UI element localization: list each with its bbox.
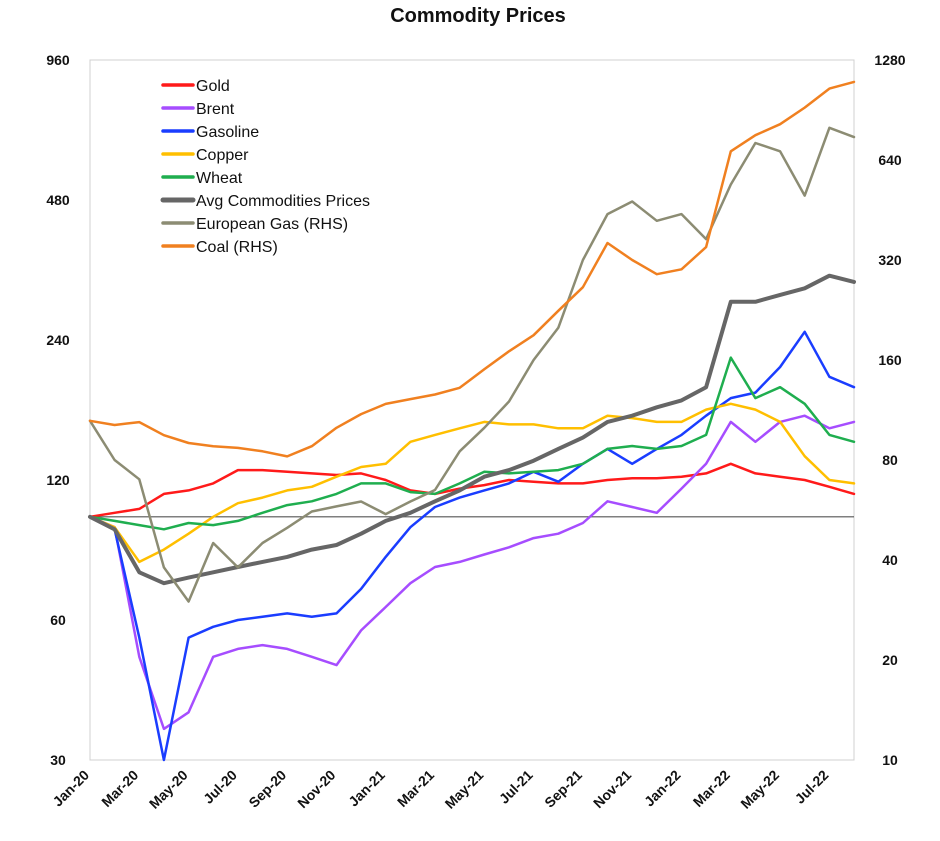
plot-area [89,59,855,761]
x-tick-label: Mar-21 [394,767,437,810]
x-tick-label: Jan-22 [641,767,684,810]
series-line-brent [88,414,856,731]
legend-label: Coal (RHS) [196,239,278,256]
x-tick-label: May-22 [737,767,782,812]
series-line-avg-commodities-prices [88,273,856,586]
legend-label: Gasoline [196,124,259,141]
x-tick-label: Jul-22 [792,767,832,807]
legend-label: Copper [196,147,249,164]
x-tick-label: Jul-20 [200,767,240,807]
left-tick-label: 960 [46,52,70,68]
left-tick-label: 120 [46,472,70,488]
right-tick-label: 20 [882,652,898,668]
left-tick-label: 60 [50,612,66,628]
x-tick-label: Nov-20 [294,767,338,811]
x-tick-label: Nov-21 [590,767,634,811]
legend-label: Brent [196,101,235,118]
x-tick-label: Sep-21 [541,767,585,811]
left-tick-label: 30 [50,752,66,768]
right-tick-label: 320 [878,252,902,268]
x-tick-label: Sep-20 [245,767,289,811]
legend: Gold Brent Gasoline Copper Wheat Avg Commodit… [160,78,370,256]
x-tick-label: Mar-22 [690,767,733,810]
series-line-gold [88,462,856,519]
series-line-coal-rhs [88,80,856,458]
series-layer [88,80,856,762]
right-tick-label: 1280 [874,52,905,68]
x-tick-label: Jan-21 [345,767,388,810]
legend-label: Avg Commodities Prices [196,193,370,210]
x-tick-label: Jul-21 [496,767,536,807]
x-tick-label: May-21 [442,767,487,812]
chart-title: Commodity Prices [390,5,566,27]
right-axis: 10 20 40 80 160 320 640 1280 [874,52,905,768]
legend-label: European Gas (RHS) [196,216,348,233]
right-tick-label: 640 [878,152,902,168]
right-tick-label: 80 [882,452,898,468]
series-line-wheat [88,356,856,531]
x-tick-label: Jan-20 [49,767,92,810]
left-axis: 30 60 120 240 480 960 [46,52,70,768]
left-tick-label: 480 [46,192,70,208]
right-tick-label: 10 [882,752,898,768]
x-tick-label: Mar-20 [98,767,141,810]
series-line-gasoline [88,330,856,762]
series-line-copper [88,402,856,564]
right-tick-label: 160 [878,352,902,368]
left-tick-label: 240 [46,332,70,348]
legend-label: Wheat [196,170,243,187]
right-tick-label: 40 [882,552,898,568]
x-tick-label: May-20 [146,767,191,812]
x-axis: Jan-20 Mar-20 May-20 Jul-20 Sep-20 Nov-20 Jan-… [49,767,831,812]
legend-label: Gold [196,78,230,95]
series-line-european-gas-rhs [88,126,856,603]
